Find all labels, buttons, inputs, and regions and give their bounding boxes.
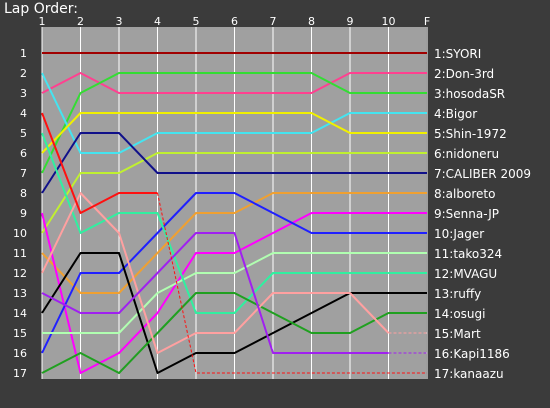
chart-title: Lap Order: <box>4 1 78 17</box>
series-line <box>41 72 427 154</box>
series-line <box>41 72 427 174</box>
y-tick-label: 3 <box>20 87 27 100</box>
legend-entry: 16:Kapi1186 <box>434 347 510 361</box>
series-line <box>41 212 427 374</box>
grid <box>41 27 428 379</box>
y-tick-label: 11 <box>13 247 27 260</box>
x-tick-label: 7 <box>270 15 277 28</box>
x-tick-label: 2 <box>77 15 84 28</box>
series-line <box>41 112 158 214</box>
series-line <box>42 252 427 334</box>
y-tick-label: 10 <box>13 227 27 240</box>
y-tick-label: 4 <box>20 107 27 120</box>
y-tick-label: 12 <box>13 267 27 280</box>
y-tick-label: 13 <box>13 287 27 300</box>
legend-entry: 7:CALIBER 2009 <box>434 167 531 181</box>
x-tick-label: 3 <box>116 15 123 28</box>
series-line <box>41 292 427 374</box>
legend-entry: 13:ruffy <box>434 287 481 301</box>
x-tick-label: 10 <box>382 15 396 28</box>
series-line <box>41 192 427 294</box>
series-line <box>41 192 427 354</box>
legend-entry: 12:MVAGU <box>434 267 497 281</box>
series-line <box>41 132 427 194</box>
y-tick-label: 7 <box>20 167 27 180</box>
legend-entry: 14:osugi <box>434 307 485 321</box>
legend-entry: 3:hosodaSR <box>434 87 505 101</box>
y-tick-label: 8 <box>20 187 27 200</box>
legend-entry: 15:Mart <box>434 327 481 341</box>
legend-entry: 17:kanaazu <box>434 367 504 381</box>
legend-entry: 11:tako324 <box>434 247 502 261</box>
legend: 1:SYORI 2:Don-3rd 3:hosodaSR 4:Bigor 5:Shin-… <box>434 47 531 381</box>
x-tick-label: 9 <box>347 15 354 28</box>
x-tick-label: 4 <box>154 15 161 28</box>
legend-entry: 5:Shin-1972 <box>434 127 507 141</box>
legend-entry: 9:Senna-JP <box>434 207 499 221</box>
legend-entry: 6:nidoneru <box>434 147 499 161</box>
x-tick-label: 6 <box>231 15 238 28</box>
y-tick-label: 5 <box>20 127 27 140</box>
series-line <box>41 252 427 374</box>
y-tick-label: 16 <box>13 347 27 360</box>
series-line <box>41 72 427 94</box>
y-tick-label: 1 <box>20 47 27 60</box>
legend-entry: 2:Don-3rd <box>434 67 494 81</box>
series-lines <box>41 52 427 374</box>
x-tick-label: 5 <box>193 15 200 28</box>
series-line <box>41 112 427 154</box>
y-tick-label: 6 <box>20 147 27 160</box>
y-tick-label: 17 <box>13 367 27 380</box>
series-line <box>41 232 389 354</box>
legend-entry: 4:Bigor <box>434 107 477 121</box>
legend-entry: 8:alboreto <box>434 187 495 201</box>
x-tick-label: 8 <box>308 15 315 28</box>
legend-entry: 10:Jager <box>434 227 484 241</box>
series-line <box>41 152 427 234</box>
x-tick-label: 1 <box>39 15 46 28</box>
y-tick-label: 2 <box>20 67 27 80</box>
x-axis: 1 2 3 4 5 6 7 8 9 10 F <box>39 15 431 28</box>
series-retired-line <box>157 192 427 374</box>
y-tick-label: 9 <box>20 207 27 220</box>
y-tick-label: 14 <box>13 307 27 320</box>
series-line <box>41 192 390 354</box>
y-tick-label: 15 <box>13 327 27 340</box>
legend-entry: 1:SYORI <box>434 47 481 61</box>
x-tick-label: F <box>424 15 430 28</box>
